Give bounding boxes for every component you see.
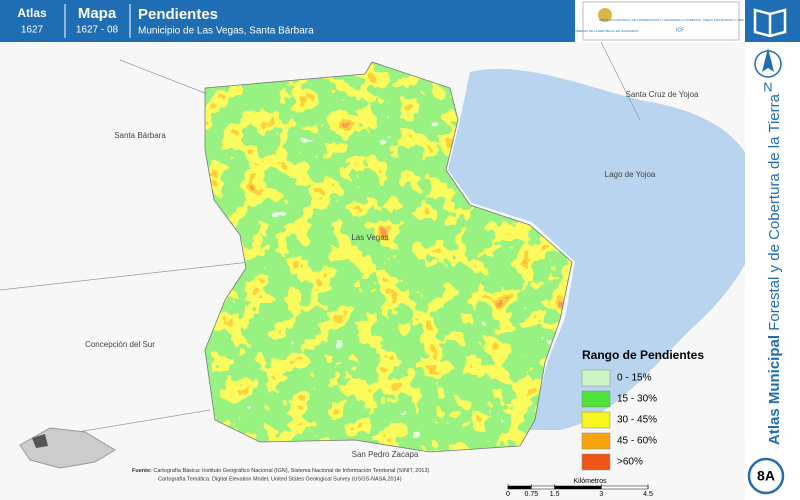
legend-label: 15 - 30% [617, 394, 657, 405]
map-label: Mapa [78, 5, 117, 22]
legend-title: Rango de Pendientes [582, 348, 704, 362]
legend-swatch [581, 432, 611, 450]
boundary [0, 39, 641, 441]
legend-label: 30 - 45% [617, 415, 657, 426]
scale-segment [531, 485, 555, 490]
source-line: Cartografía Básica: Instituto Geográfico… [153, 468, 429, 474]
place-label: Santa Bárbara [114, 131, 166, 140]
scale-segment [507, 485, 532, 490]
map-title: Pendientes [138, 6, 218, 23]
map-subtitle: Municipio de Las Vegas, Santa Bárbara [138, 26, 314, 37]
legend-swatch [581, 390, 611, 408]
logo-box [582, 1, 740, 41]
municipality-outline [204, 61, 573, 453]
legend-label: 0 - 15% [617, 373, 652, 384]
lake [448, 68, 762, 430]
place-label: Las Vegas [351, 233, 388, 242]
map-code: 1627 - 08 [76, 25, 119, 36]
place-label: Santa Cruz de Yojoa [626, 90, 699, 99]
legend-label: 45 - 60% [617, 436, 657, 447]
source: Fuente: Cartografía Básica: Instituto Ge… [132, 468, 430, 474]
scale-label: 4.5 [643, 491, 653, 498]
logo-emblem [598, 8, 612, 22]
scale-segment [601, 485, 649, 490]
scale-segment [554, 485, 602, 490]
legend-swatch [581, 411, 611, 429]
logo-acronym: ICF [676, 27, 684, 33]
scale-label: 0.75 [525, 491, 539, 498]
legend-swatch [581, 453, 611, 471]
inset-location [32, 434, 48, 448]
legend-swatch [581, 369, 611, 387]
page-number: 8A [757, 468, 775, 484]
legend-label: >60% [617, 457, 643, 468]
north-arrow [762, 48, 774, 72]
logo-institute: INSTITUTO NACIONAL DE CONSERVACIÓN Y DES… [599, 17, 761, 22]
place-label: San Pedro Zacapa [352, 450, 419, 459]
sidebar [745, 42, 800, 500]
place-label: Lago de Yojoa [605, 170, 656, 179]
place-label: Concepción del Sur [85, 340, 155, 349]
header-band [0, 0, 575, 42]
scale-label: 3 [599, 491, 603, 498]
north-label: N [763, 79, 772, 94]
legend: Rango de Pendientes 0 - 15% 15 - 30% 30 - … [581, 348, 704, 471]
page-badge [747, 457, 785, 495]
atlas-label: Atlas [17, 6, 47, 20]
source-line: Cartografía Temática: Digital Elevation … [158, 476, 402, 482]
sidebar-title: Atlas Municipal Forestal y de Cobertura … [766, 93, 783, 445]
scale-label: 0 [506, 491, 510, 498]
scale-label: 1.5 [550, 491, 560, 498]
atlas-code: 1627 [21, 25, 44, 36]
sidebar-rest: Forestal y de Cobertura de la Tierra [766, 93, 783, 330]
logo-government: GOBIERNO DE LA REPÚBLICA DE HONDURAS [572, 28, 638, 33]
book-icon [753, 8, 787, 38]
source-label: Fuente: [132, 468, 152, 474]
scale-bar: Kilómetros 0 0.75 1.5 3 4.5 [506, 478, 653, 498]
sidebar-bold: Atlas Municipal [766, 335, 783, 445]
scale-unit: Kilómetros [573, 478, 607, 485]
